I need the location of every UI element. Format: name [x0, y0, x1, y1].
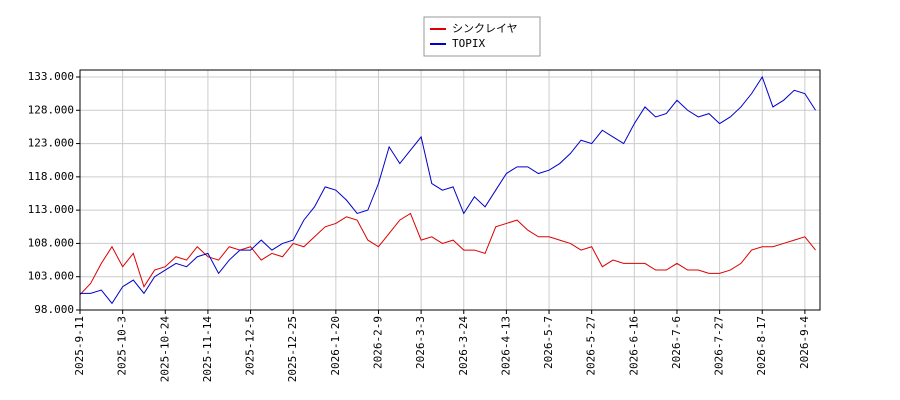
x-tick-label: 2026-5-27 [585, 316, 598, 376]
x-tick-label: 2026-1-20 [329, 316, 342, 376]
lines [79, 75, 816, 305]
y-tick-label: 108.000 [28, 236, 74, 249]
y-tick-label: 118.000 [28, 170, 74, 183]
x-tick-label: 2026-8-17 [755, 316, 768, 376]
x-tick-label: 2025-10-24 [158, 316, 171, 383]
x-tick-label: 2026-7-27 [713, 316, 726, 376]
y-tick-label: 103.000 [28, 270, 74, 283]
series-line [79, 212, 816, 296]
y-tick-label: 123.000 [28, 137, 74, 150]
axes: 98.000 103.000 108.000 113.000 118.000 123.00… [28, 70, 811, 382]
x-tick-label: 2025-12-25 [286, 316, 299, 382]
x-tick-label: 2026-3-3 [414, 316, 427, 369]
legend-label: TOPIX [452, 37, 485, 50]
legend-label: シンクレイヤ [452, 22, 518, 35]
x-tick-label: 2025-12-5 [244, 316, 257, 376]
series-line [80, 75, 816, 305]
x-tick-label: 2025-10-3 [116, 316, 129, 376]
legend [423, 16, 541, 57]
y-tick-label: 128.000 [28, 103, 74, 116]
x-tick-label: 2026-5-7 [542, 316, 555, 369]
legend-items: シンクレイヤ TOPIX [430, 22, 518, 50]
y-tick-label: 98.000 [34, 303, 74, 316]
x-tick-label: 2026-3-24 [457, 316, 470, 376]
y-tick-label: 133.000 [28, 70, 74, 83]
x-tick-label: 2026-4-13 [499, 316, 512, 376]
x-tick-label: 2026-2-9 [371, 316, 384, 369]
x-tick-label: 2025-11-14 [201, 316, 214, 383]
plot-frame [79, 69, 821, 311]
y-tick-label: 113.000 [28, 203, 74, 216]
x-tick-label: 2026-9-4 [798, 316, 811, 369]
x-tick-label: 2025-9-11 [73, 316, 86, 376]
x-tick-label: 2026-7-6 [670, 316, 683, 369]
x-tick-label: 2026-6-16 [627, 316, 640, 376]
